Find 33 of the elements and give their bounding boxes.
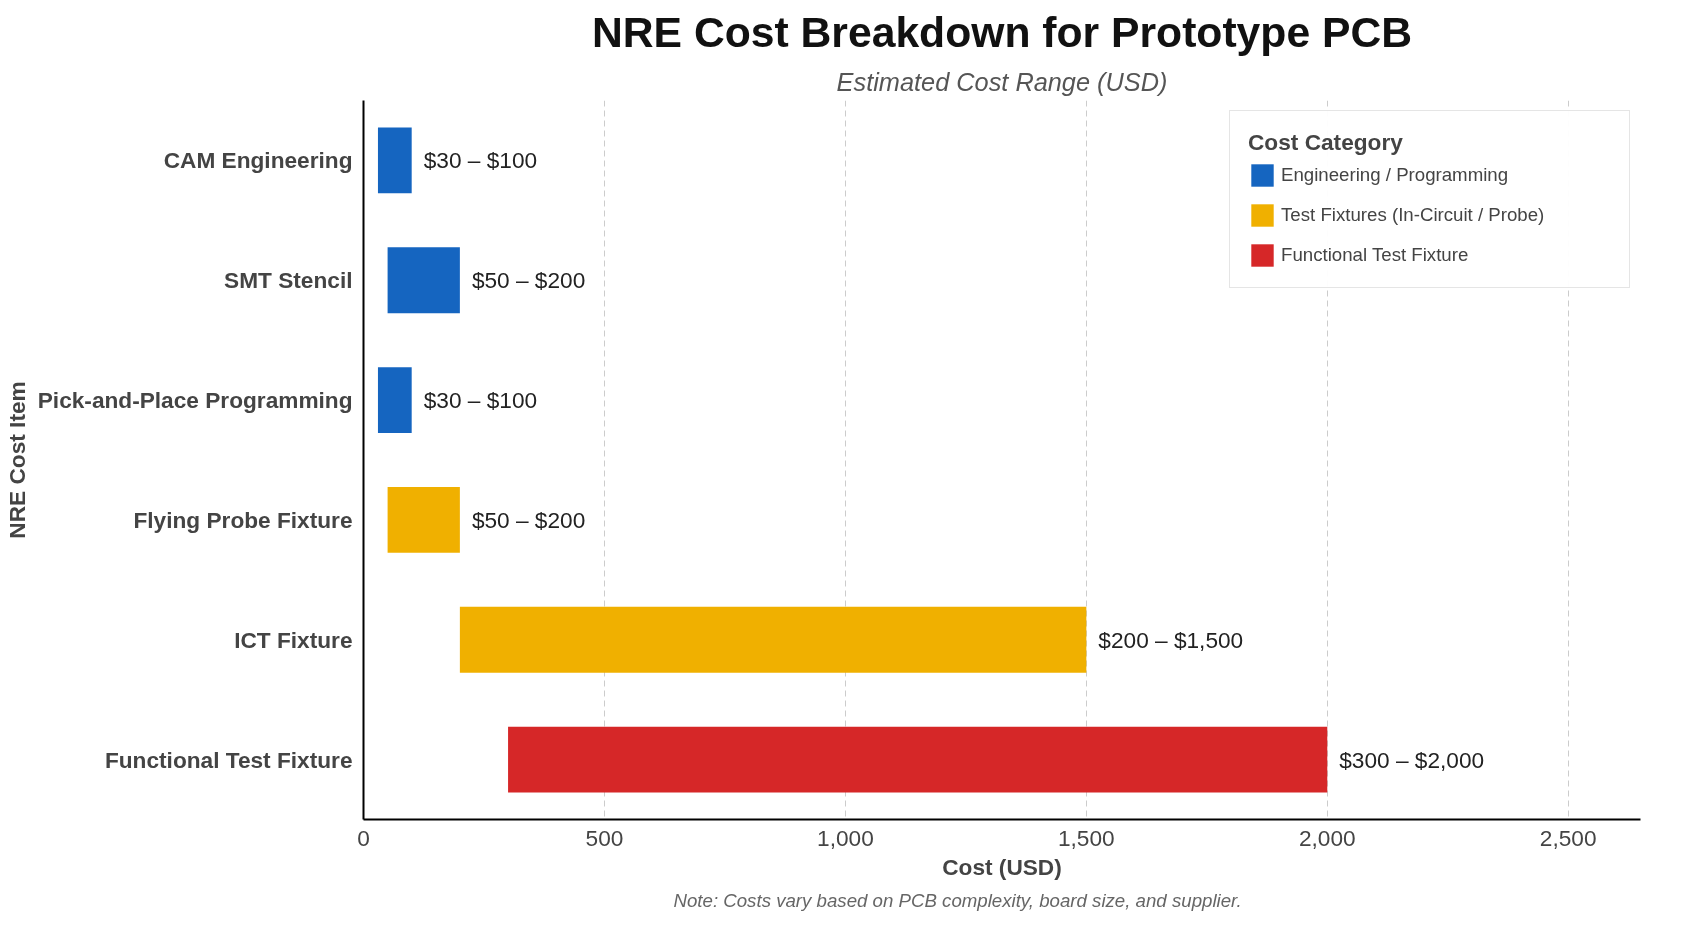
x-tick-label: 2,000 <box>1298 824 1356 851</box>
bar <box>387 247 460 314</box>
y-tick-label: SMT Stencil <box>224 267 353 294</box>
annotation: $50 – $200 <box>471 506 586 533</box>
annotation: $50 – $200 <box>471 267 586 294</box>
bar <box>377 367 412 434</box>
x-tick-label: 1,500 <box>1057 824 1115 851</box>
bar <box>377 127 412 194</box>
y-tick-label: ICT Fixture <box>234 626 353 653</box>
annotation: $200 – $1,500 <box>1098 626 1244 653</box>
chart-title: NRE Cost Breakdown for Prototype PCB <box>591 7 1413 56</box>
legend-label: Test Fixtures (In-Circuit / Probe) <box>1281 204 1546 226</box>
x-tick-label: 0 <box>357 824 370 851</box>
legend-title: Cost Category <box>1248 129 1404 156</box>
y-tick-label: CAM Engineering <box>163 147 353 174</box>
y-tick-label: Functional Test Fixture <box>104 746 353 773</box>
legend-label: Functional Test Fixture <box>1281 244 1470 266</box>
bar <box>508 726 1328 793</box>
x-tick-label: 500 <box>585 824 624 851</box>
x-tick-label: 2,500 <box>1539 824 1597 851</box>
bar <box>387 486 460 553</box>
x-tick-label: 1,000 <box>817 824 874 851</box>
legend-label: Engineering / Programming <box>1281 164 1510 186</box>
chart-subtitle: Estimated Cost Range (USD) <box>836 67 1168 96</box>
bar <box>459 606 1087 673</box>
y-tick-label: Flying Probe Fixture <box>133 506 353 533</box>
text: Note: Costs vary based on PCB complexity, board size, and supplier. <box>673 889 1242 911</box>
y-axis-title: NRE Cost Item <box>3 381 30 539</box>
annotation: $30 – $100 <box>423 147 538 174</box>
annotation: $30 – $100 <box>423 387 538 414</box>
x-axis-title: Cost (USD) <box>942 853 1062 880</box>
annotation: $300 – $2,000 <box>1339 746 1485 773</box>
y-tick-label: Pick-and-Place Programming <box>37 387 353 414</box>
